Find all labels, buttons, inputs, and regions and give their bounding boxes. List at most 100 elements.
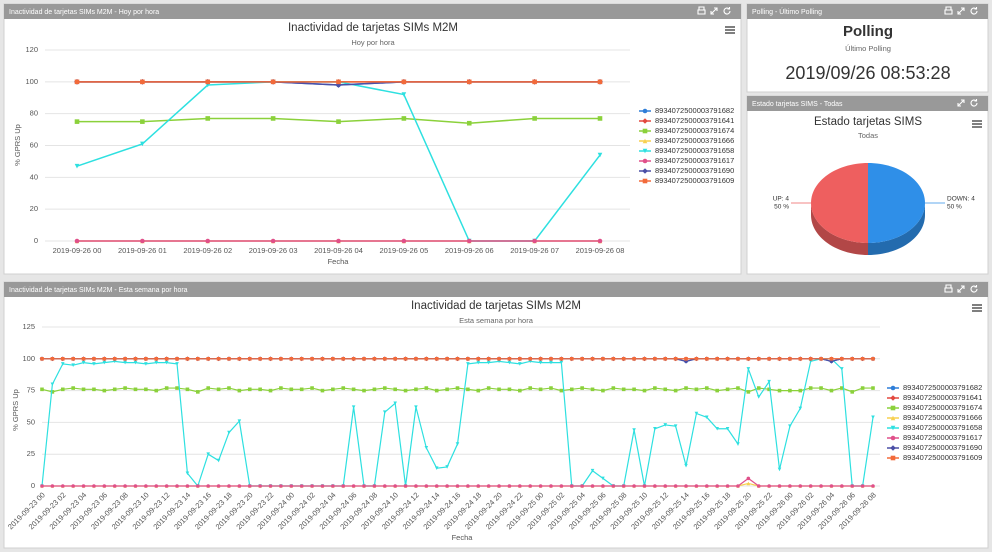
- point: [279, 357, 283, 361]
- point: [497, 357, 501, 361]
- point: [403, 357, 408, 361]
- legend-label[interactable]: 8934072500003791658: [903, 423, 982, 432]
- point: [829, 388, 834, 393]
- point: [133, 484, 138, 488]
- point: [840, 484, 844, 488]
- refresh-button[interactable]: [970, 99, 978, 107]
- legend-label[interactable]: 8934072500003791674: [903, 403, 982, 412]
- print-button[interactable]: [944, 6, 953, 15]
- point: [175, 357, 179, 361]
- point: [434, 466, 439, 470]
- point: [401, 238, 407, 244]
- point: [507, 484, 512, 488]
- expand-button[interactable]: [957, 99, 965, 107]
- point: [362, 357, 366, 361]
- point: [123, 357, 127, 361]
- legend-label[interactable]: 8934072500003791682: [655, 106, 734, 115]
- point: [341, 484, 346, 488]
- expand-button[interactable]: [710, 7, 718, 15]
- point: [860, 357, 865, 361]
- legend-marker: [890, 425, 896, 431]
- print-button[interactable]: [697, 6, 706, 15]
- point: [715, 388, 719, 393]
- chart-menu[interactable]: [972, 120, 982, 128]
- chart-subtitle: Hoy por hora: [351, 38, 395, 47]
- point: [549, 386, 553, 390]
- point: [71, 357, 75, 361]
- legend-label[interactable]: 8934072500003791609: [903, 453, 982, 462]
- point: [92, 387, 96, 392]
- point: [164, 357, 169, 361]
- point: [434, 484, 439, 488]
- point: [684, 357, 688, 361]
- legend-label[interactable]: 8934072500003791617: [655, 156, 734, 165]
- legend-label[interactable]: 8934072500003791641: [655, 116, 734, 125]
- point: [455, 442, 460, 446]
- point: [50, 484, 55, 488]
- point: [74, 119, 80, 124]
- print-button[interactable]: [944, 284, 953, 293]
- point: [362, 388, 366, 393]
- point: [597, 79, 603, 85]
- chart-menu[interactable]: [972, 304, 982, 312]
- legend-label[interactable]: 8934072500003791690: [655, 166, 734, 175]
- point: [133, 387, 138, 392]
- point: [653, 484, 657, 488]
- pie-label: UP: 4: [773, 196, 790, 203]
- point: [642, 357, 647, 361]
- point: [196, 390, 200, 394]
- legend-label[interactable]: 8934072500003791609: [655, 176, 734, 185]
- point: [569, 357, 574, 361]
- point: [518, 362, 522, 366]
- point: [92, 362, 96, 366]
- legend-marker: [890, 385, 896, 391]
- legend-label[interactable]: 8934072500003791682: [903, 383, 982, 392]
- point: [414, 405, 418, 409]
- pie-percent: 50 %: [774, 204, 789, 211]
- point: [673, 357, 678, 361]
- point: [336, 119, 341, 124]
- legend-label[interactable]: 8934072500003791641: [903, 393, 982, 402]
- refresh-button[interactable]: [970, 285, 978, 293]
- point: [185, 387, 190, 392]
- legend-marker: [642, 128, 648, 134]
- point: [476, 484, 481, 488]
- point: [538, 387, 543, 392]
- point: [673, 424, 678, 429]
- pie-slice[interactable]: [811, 163, 868, 243]
- legend-label[interactable]: 8934072500003791658: [655, 146, 734, 155]
- point: [788, 484, 792, 488]
- point: [403, 388, 408, 393]
- expand-button[interactable]: [957, 7, 965, 15]
- point: [237, 388, 242, 393]
- point: [736, 442, 740, 446]
- point: [336, 79, 341, 85]
- point: [673, 484, 678, 488]
- point: [663, 484, 668, 488]
- point: [694, 387, 699, 392]
- point: [50, 357, 55, 361]
- point: [746, 367, 751, 371]
- point: [632, 484, 636, 488]
- point: [715, 357, 719, 361]
- x-axis-title: Fecha: [452, 533, 474, 542]
- legend-label[interactable]: 8934072500003791690: [903, 443, 982, 452]
- y-tick-label: 25: [27, 449, 35, 458]
- refresh-button[interactable]: [723, 7, 731, 15]
- legend-label[interactable]: 8934072500003791617: [903, 433, 982, 442]
- point: [455, 484, 460, 488]
- legend-label[interactable]: 8934072500003791666: [655, 136, 734, 145]
- chart-menu[interactable]: [725, 26, 735, 34]
- legend-marker: [642, 108, 648, 114]
- point: [258, 484, 262, 488]
- point: [497, 484, 501, 488]
- legend-label[interactable]: 8934072500003791666: [903, 413, 982, 422]
- expand-button[interactable]: [957, 285, 965, 293]
- refresh-button[interactable]: [970, 7, 978, 15]
- point: [532, 116, 537, 121]
- legend-label[interactable]: 8934072500003791674: [655, 126, 734, 135]
- pie-slice[interactable]: [868, 163, 925, 243]
- x-tick-label: 2019-09-26 00: [53, 246, 102, 255]
- point: [414, 357, 418, 361]
- point: [597, 152, 603, 158]
